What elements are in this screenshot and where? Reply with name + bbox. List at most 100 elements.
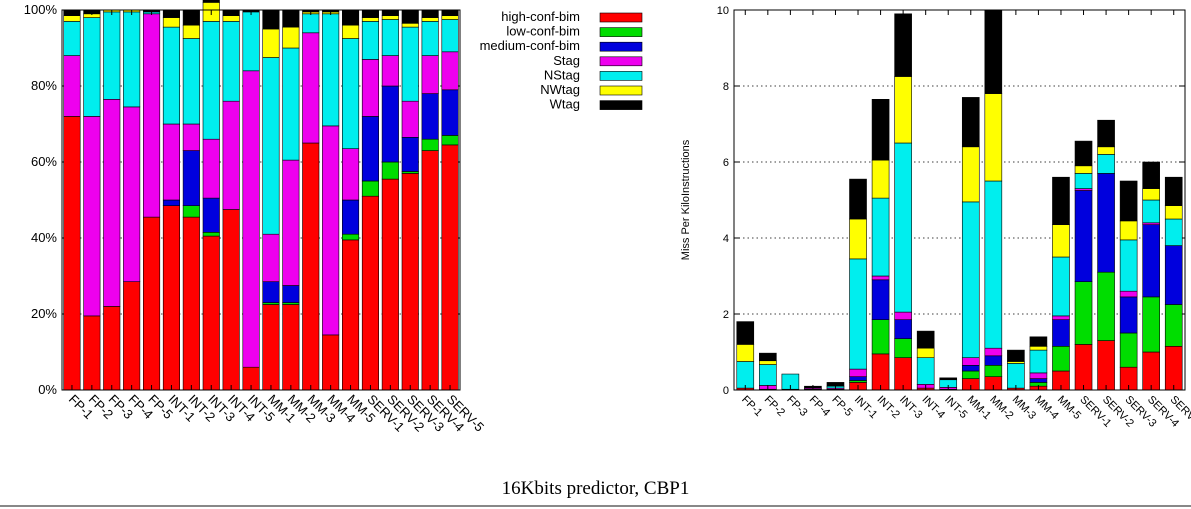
right-bar-segment	[1164, 345, 1183, 391]
left-ytick-label: 100%	[24, 2, 58, 17]
right-category-label: INT-5	[942, 394, 970, 422]
left-bar-segment	[202, 197, 220, 233]
left-bar-segment	[262, 281, 280, 303]
left-bar-segment	[441, 19, 459, 53]
left-bar-segment	[162, 205, 180, 391]
legend-label-NWtag: NWtag	[540, 82, 580, 97]
left-bar-segment	[282, 47, 300, 161]
right-bar-segment	[1164, 245, 1183, 305]
right-category-label: MM-4	[1032, 394, 1060, 422]
right-bar-segment	[961, 146, 980, 203]
left-bar-segment	[262, 57, 280, 235]
left-bar-segment	[83, 17, 101, 117]
left-ytick-label: 0%	[38, 382, 57, 397]
left-bar-segment	[103, 99, 121, 307]
left-bar-segment	[421, 55, 439, 94]
right-bar-segment	[984, 355, 1003, 366]
right-bar-segment	[939, 377, 958, 381]
left-bar-segment	[182, 38, 200, 125]
left-ytick-label: 60%	[31, 154, 57, 169]
left-bar-segment	[83, 116, 101, 317]
right-bar-segment	[1007, 363, 1025, 389]
left-bar-segment	[262, 304, 280, 391]
right-bar-segment	[894, 319, 912, 340]
left-bar-segment	[421, 93, 439, 140]
right-bar-segment	[871, 353, 890, 391]
left-bar-segment	[381, 55, 399, 87]
right-bar-segment	[736, 321, 755, 345]
right-bar-segment	[894, 338, 912, 359]
legend-swatch-high-conf-bim	[599, 12, 643, 23]
right-bar-segment	[984, 364, 1003, 377]
left-bar-segment	[361, 21, 380, 60]
left-bar-segment	[162, 17, 180, 28]
right-category-label: FP-5	[829, 394, 854, 419]
left-bar-segment	[361, 116, 380, 182]
left-ytick-label: 80%	[31, 78, 57, 93]
right-ytick-label: 0	[723, 385, 729, 397]
right-bar-segment	[984, 9, 1003, 94]
left-bar-segment	[63, 15, 81, 22]
right-ytick-label: 10	[717, 5, 729, 17]
left-bar-segment	[302, 142, 320, 391]
left-bar-segment	[421, 21, 439, 56]
right-bar-segment	[1119, 180, 1138, 222]
right-category-label: INT-2	[874, 394, 902, 422]
right-category-label: MM-1	[965, 394, 993, 422]
legend-label-Wtag: Wtag	[550, 97, 580, 112]
right-bar-segment	[1029, 378, 1048, 383]
left-bar-segment	[341, 239, 360, 391]
right-bar-segment	[1052, 319, 1070, 347]
left-bar-segment	[143, 216, 161, 391]
right-bar-segment	[1029, 336, 1048, 347]
right-bar-segment	[1052, 345, 1070, 372]
left-bar-segment	[441, 51, 459, 91]
left-bar-segment	[282, 304, 300, 391]
legend-swatch-medium-conf-bim	[599, 41, 643, 52]
left-bar-segment	[341, 148, 360, 201]
right-ytick-label: 6	[723, 157, 729, 169]
right-category-label: MM-3	[1010, 394, 1038, 422]
left-bar-segment	[361, 195, 380, 391]
left-bar-segment	[63, 116, 81, 391]
left-ytick-label: 40%	[31, 230, 57, 245]
right-bar-segment	[849, 368, 867, 378]
right-plot-frame	[733, 9, 1186, 391]
right-bar-segment	[894, 13, 912, 77]
left-bar-segment	[103, 11, 121, 100]
left-bar-segment	[421, 17, 439, 22]
left-bar-segment	[361, 17, 380, 22]
right-category-label: FP-2	[762, 394, 787, 419]
right-bar-segment	[871, 275, 890, 281]
legend-swatch-Stag	[599, 56, 643, 67]
right-bar-segment	[1074, 281, 1093, 345]
legend-label-high-conf-bim: high-conf-bim	[501, 9, 580, 24]
right-bar-segment	[1164, 218, 1183, 246]
left-bar-segment	[401, 137, 419, 172]
left-bar-segment	[242, 70, 260, 368]
right-bar-segment	[984, 93, 1003, 182]
right-bar-segment	[1097, 340, 1115, 391]
right-bar-segment	[1029, 345, 1048, 351]
left-bar-segment	[63, 55, 81, 117]
right-bar-segment	[1142, 188, 1160, 201]
left-bar-segment	[103, 306, 121, 391]
left-bar-segment	[421, 150, 439, 391]
left-bar-segment	[182, 205, 200, 218]
left-bar-segment	[202, 232, 220, 237]
right-category-label: FP-1	[739, 394, 764, 419]
left-bar-segment	[162, 26, 180, 125]
left-bar-segment	[322, 125, 340, 336]
left-bar-segment	[123, 106, 141, 283]
left-bar-segment	[83, 315, 101, 391]
left-bar-segment	[162, 123, 180, 201]
left-bar-segment	[182, 216, 200, 391]
left-bar-segment	[123, 11, 141, 108]
right-bar-segment	[871, 319, 890, 355]
right-bar-segment	[849, 178, 867, 220]
right-bar-segment	[736, 361, 755, 389]
left-bar-segment	[182, 123, 200, 151]
legend-label-low-conf-bim: low-conf-bim	[506, 24, 580, 39]
left-bar-segment	[322, 334, 340, 391]
right-bar-segment	[759, 360, 777, 365]
